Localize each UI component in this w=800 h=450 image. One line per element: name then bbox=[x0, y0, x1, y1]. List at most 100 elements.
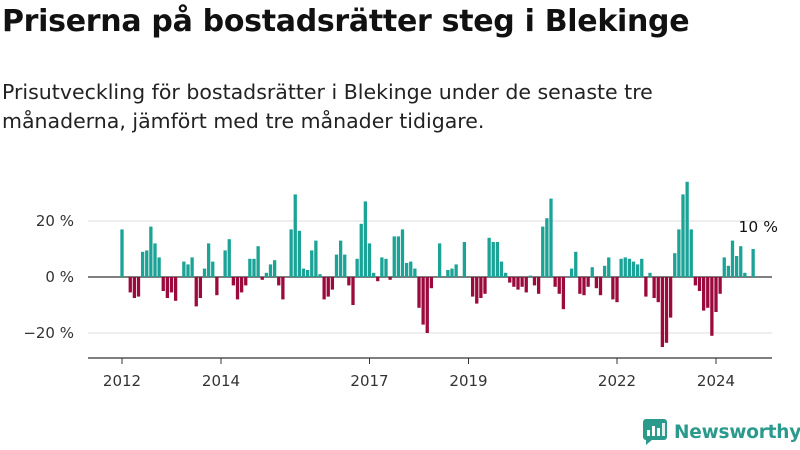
bar bbox=[371, 272, 376, 277]
bar bbox=[400, 229, 405, 277]
bar bbox=[227, 239, 231, 277]
bar bbox=[726, 265, 731, 277]
bar bbox=[318, 274, 322, 277]
bar bbox=[528, 275, 533, 277]
bar bbox=[656, 277, 660, 303]
bar bbox=[239, 277, 244, 293]
bar bbox=[594, 277, 599, 289]
bar bbox=[215, 277, 219, 296]
bar bbox=[272, 260, 277, 277]
bar bbox=[132, 277, 137, 298]
bar bbox=[310, 250, 314, 277]
bar bbox=[743, 272, 747, 277]
bar bbox=[223, 250, 227, 277]
bar bbox=[569, 268, 574, 277]
bar bbox=[301, 268, 306, 277]
bar bbox=[264, 272, 269, 277]
bar bbox=[652, 277, 656, 298]
bar bbox=[631, 261, 636, 277]
bar bbox=[483, 277, 487, 294]
bar bbox=[198, 277, 203, 298]
bar bbox=[322, 277, 326, 300]
bar bbox=[120, 229, 124, 277]
bar bbox=[297, 230, 302, 277]
bar bbox=[524, 277, 528, 293]
bar bbox=[739, 246, 743, 277]
bar bbox=[582, 277, 586, 296]
bar bbox=[602, 265, 607, 277]
bar bbox=[512, 277, 516, 287]
bar bbox=[660, 277, 665, 347]
bar bbox=[611, 277, 615, 300]
bar bbox=[173, 277, 178, 301]
bar bbox=[673, 253, 677, 277]
bar bbox=[363, 201, 368, 277]
bar bbox=[615, 277, 619, 303]
bar bbox=[508, 277, 512, 283]
bar bbox=[681, 194, 685, 277]
bar bbox=[136, 277, 141, 297]
bar bbox=[128, 277, 132, 293]
bar bbox=[202, 268, 207, 277]
bar bbox=[326, 277, 330, 297]
y-tick-label: 20 % bbox=[36, 212, 74, 230]
bar bbox=[627, 258, 632, 277]
bar bbox=[194, 277, 198, 307]
x-tick-label: 2019 bbox=[449, 372, 487, 390]
bar bbox=[536, 277, 541, 294]
bar bbox=[487, 237, 491, 277]
newsworthy-logo[interactable]: Newsworthy bbox=[643, 419, 800, 445]
x-tick-label: 2017 bbox=[350, 372, 388, 390]
bar bbox=[479, 277, 483, 298]
bar bbox=[404, 263, 409, 277]
bar bbox=[392, 236, 396, 277]
bar bbox=[586, 277, 590, 287]
bar bbox=[388, 277, 392, 280]
bar bbox=[314, 240, 318, 277]
bar bbox=[384, 258, 388, 277]
bar bbox=[668, 277, 673, 318]
bar bbox=[462, 242, 467, 277]
bar bbox=[578, 277, 582, 294]
bar bbox=[169, 277, 174, 293]
bar bbox=[635, 264, 640, 277]
bar bbox=[268, 264, 273, 277]
bar bbox=[380, 257, 384, 277]
bar bbox=[437, 243, 442, 277]
bar bbox=[140, 251, 145, 277]
bar bbox=[211, 261, 215, 277]
bar bbox=[277, 277, 281, 286]
bar bbox=[396, 236, 401, 277]
bar bbox=[644, 277, 648, 297]
bar bbox=[541, 226, 545, 277]
bar bbox=[648, 272, 652, 277]
bar bbox=[623, 257, 627, 277]
bar bbox=[689, 229, 693, 277]
bar bbox=[347, 277, 351, 286]
bar bbox=[607, 257, 611, 277]
bar bbox=[376, 277, 380, 282]
bar bbox=[697, 277, 702, 291]
bar bbox=[330, 277, 335, 290]
newsworthy-logo-text: Newsworthy bbox=[674, 421, 800, 443]
bar bbox=[244, 277, 248, 286]
bar bbox=[706, 277, 710, 308]
bar bbox=[338, 240, 343, 277]
bar bbox=[281, 277, 285, 300]
bar bbox=[409, 261, 413, 277]
bar bbox=[499, 261, 504, 277]
bar bbox=[590, 267, 594, 277]
bar bbox=[413, 268, 417, 277]
chart-title: Priserna på bostadsrätter steg i Bleking… bbox=[2, 4, 690, 39]
bar bbox=[718, 277, 722, 294]
bar bbox=[553, 277, 557, 287]
bar bbox=[685, 181, 689, 277]
bar bbox=[186, 264, 190, 277]
bar bbox=[145, 250, 149, 277]
bar bbox=[248, 258, 252, 277]
x-tick-label: 2012 bbox=[103, 372, 141, 390]
bar bbox=[693, 277, 698, 286]
bar bbox=[165, 277, 170, 298]
bar bbox=[503, 272, 508, 277]
